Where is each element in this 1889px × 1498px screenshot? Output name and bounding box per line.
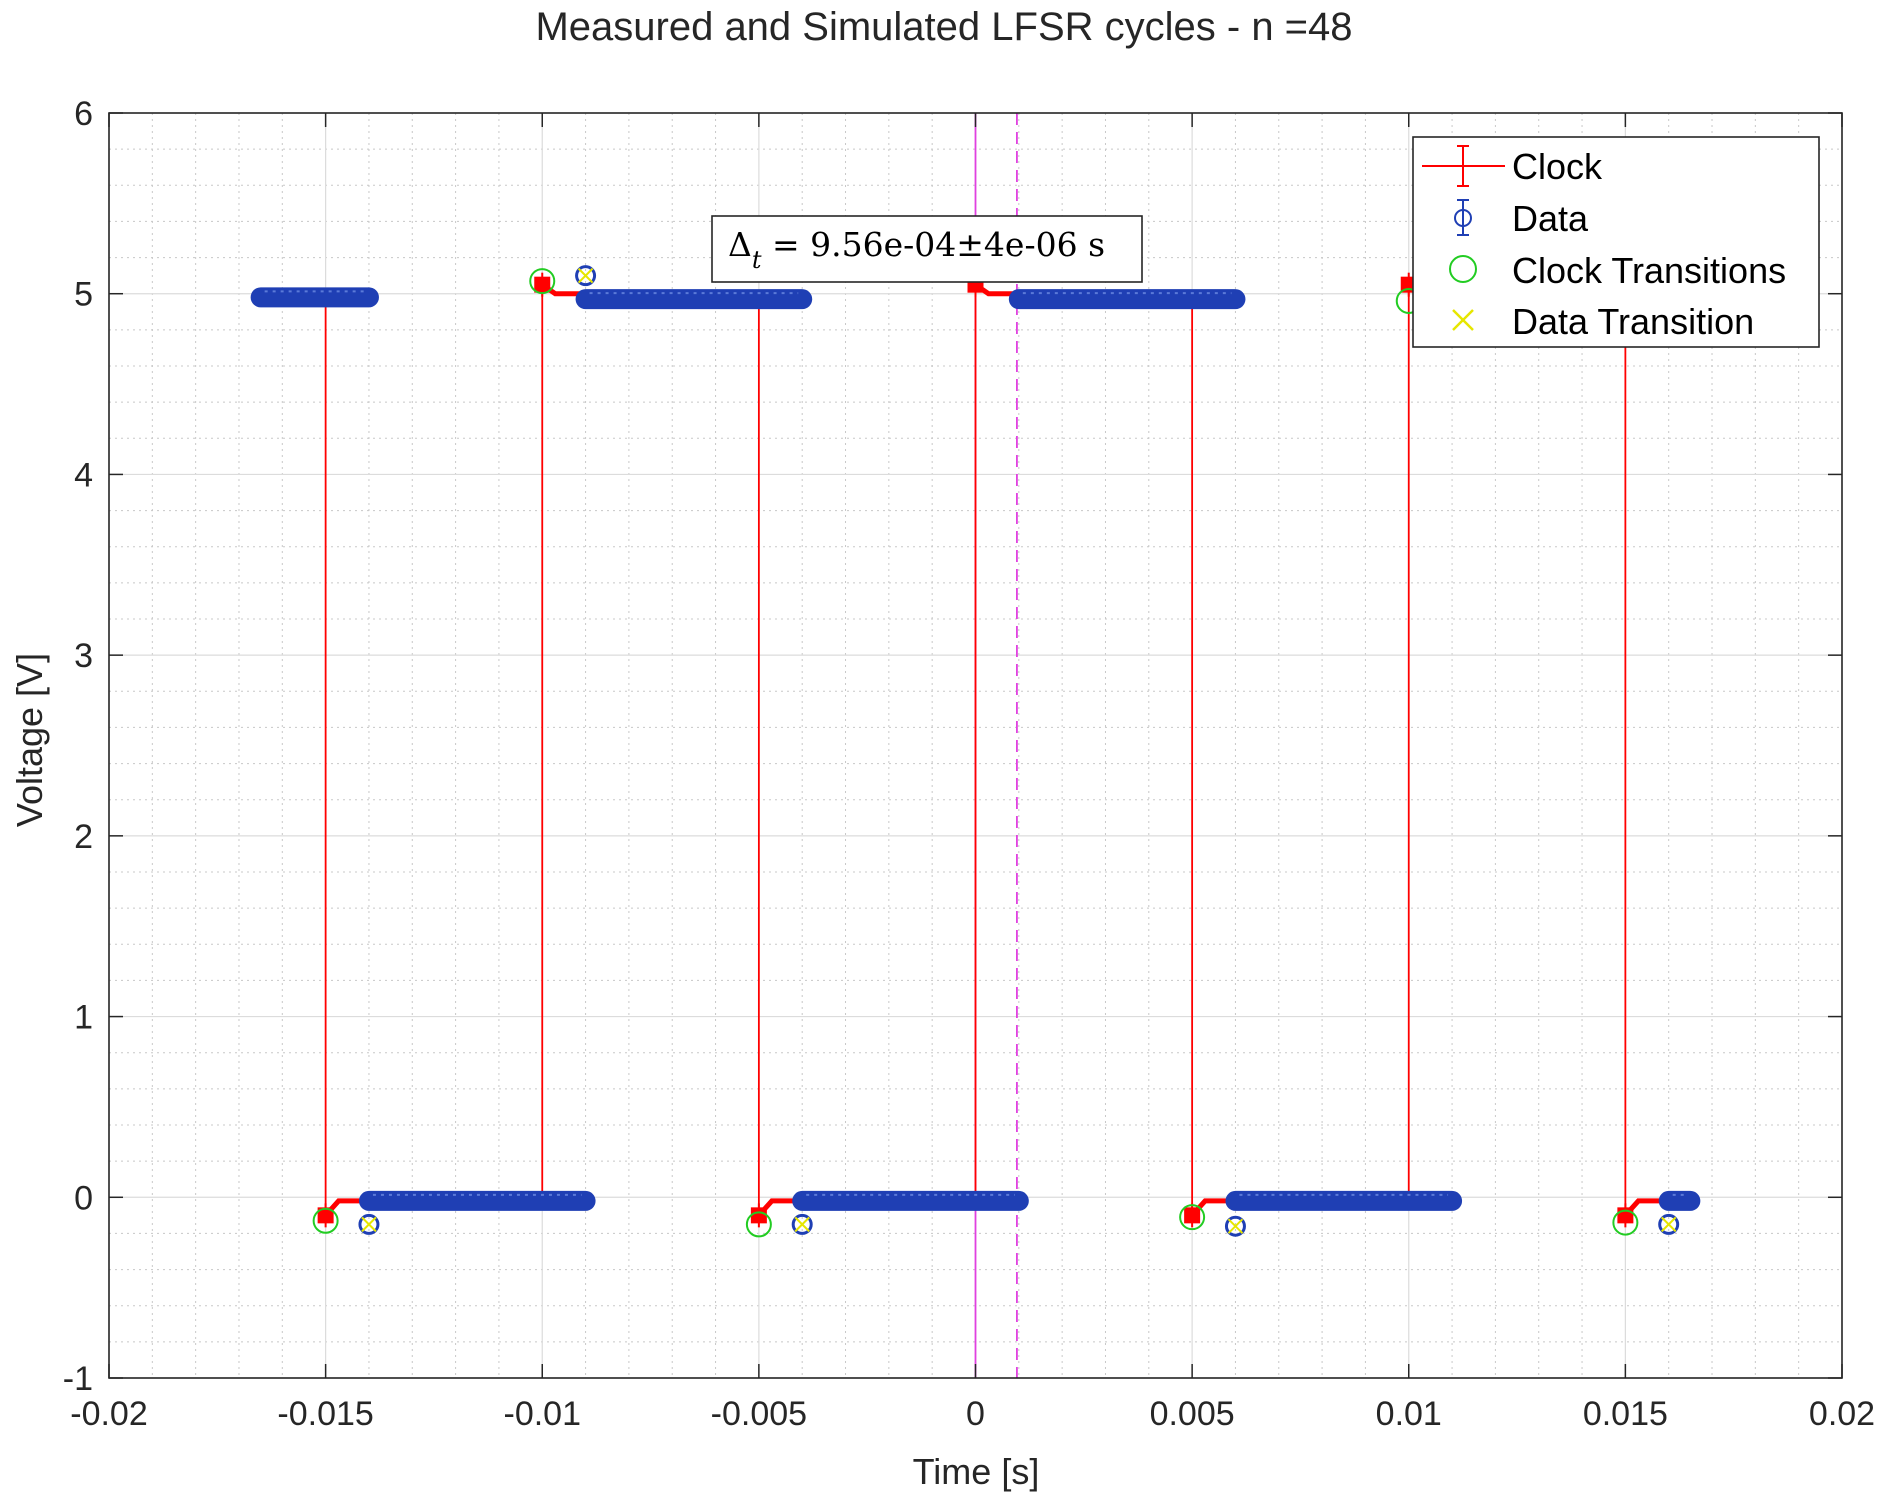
data-transition-ring	[358, 1213, 380, 1235]
annotation-value: = 9.56e-04±4e-06 s	[762, 225, 1106, 264]
clock-edge-marker	[1184, 1207, 1201, 1224]
y-tick-label: -1	[63, 1360, 93, 1398]
legend-clock-transitions-marker	[1449, 255, 1477, 283]
y-tick-label: 1	[74, 999, 93, 1037]
annotation-box	[711, 215, 1143, 283]
y-tick-label: 3	[74, 637, 93, 675]
y-tick-labels: -1 0 1 2 3 4 5 6	[63, 95, 93, 1398]
x-tick-label: 0.005	[1150, 1395, 1235, 1433]
y-tick-label: 4	[74, 456, 93, 494]
x-tick-label: 0.015	[1583, 1395, 1668, 1433]
x-tick-label: -0.02	[70, 1395, 148, 1433]
legend-data-marker	[1454, 209, 1472, 227]
minor-grid	[109, 113, 1842, 1378]
legend-label-data-transition: Data Transition	[1512, 301, 1754, 342]
data-transition-marker-b	[361, 1216, 377, 1233]
clock-transition-marker	[312, 1207, 339, 1234]
clock-transition-marker	[1179, 1204, 1206, 1231]
y-tick-label: 0	[74, 1179, 93, 1217]
x-tick-label: 0	[966, 1395, 985, 1433]
legend-item-data-transition: Data Transition	[1452, 301, 1754, 342]
chart-title: Measured and Simulated LFSR cycles - n =…	[535, 5, 1352, 49]
legend-item-clock-transitions: Clock Transitions	[1449, 250, 1786, 291]
legend-box	[1412, 136, 1820, 348]
x-tick-labels: -0.02 -0.015 -0.01 -0.005 0 0.005 0.01 0.015 0.0…	[70, 1395, 1875, 1433]
annotation-subscript: t	[752, 246, 762, 274]
clock-edge-marker	[750, 1207, 767, 1224]
x-tick-label: -0.015	[277, 1395, 373, 1433]
axis-ticks	[108, 112, 1843, 1379]
legend-label-clock: Clock	[1512, 146, 1603, 187]
data-transition-ring	[1658, 1213, 1680, 1235]
y-tick-label: 5	[74, 276, 93, 314]
x-tick-label: -0.005	[711, 1395, 807, 1433]
clock-edge-marker	[317, 1207, 334, 1224]
x-tick-label: 0.02	[1809, 1395, 1875, 1433]
data-transition-marker-b	[794, 1216, 810, 1233]
delta-t-annotation: Δt = 9.56e-04±4e-06 s	[711, 215, 1143, 283]
x-tick-label: 0.01	[1376, 1395, 1442, 1433]
clock-transition-marker	[529, 268, 556, 295]
x-axis-label: Time [s]	[913, 1451, 1040, 1492]
annotation-text: Δt = 9.56e-04±4e-06 s	[728, 225, 1105, 274]
clock-edge-marker	[534, 276, 551, 293]
data-transition-ring	[575, 265, 597, 287]
data-series	[250, 287, 1701, 1211]
clock-transition-marker	[1612, 1209, 1639, 1236]
legend-item-clock: Clock	[1422, 145, 1603, 187]
data-transition-marker-b	[577, 267, 594, 284]
y-tick-label: 2	[74, 818, 93, 856]
x-tick-label: -0.01	[504, 1395, 582, 1433]
clock-transition-marker	[745, 1211, 772, 1238]
annotation-delta: Δ	[728, 225, 752, 264]
data-transition-marker-b	[1660, 1216, 1677, 1233]
legend-label-clock-transitions: Clock Transitions	[1512, 250, 1786, 291]
data-transition-marker-b	[1227, 1218, 1244, 1234]
data-transition-ring	[791, 1213, 813, 1235]
data-transition-ring	[1224, 1215, 1246, 1237]
legend: Clock Data Clock Transitions Data Transi…	[1412, 136, 1820, 348]
y-tick-label: 6	[74, 95, 93, 133]
legend-data-transition-stroke-b	[1452, 309, 1474, 331]
y-axis-label: Voltage [V]	[9, 653, 50, 827]
legend-label-data: Data	[1512, 198, 1589, 239]
legend-item-data: Data	[1454, 198, 1589, 239]
